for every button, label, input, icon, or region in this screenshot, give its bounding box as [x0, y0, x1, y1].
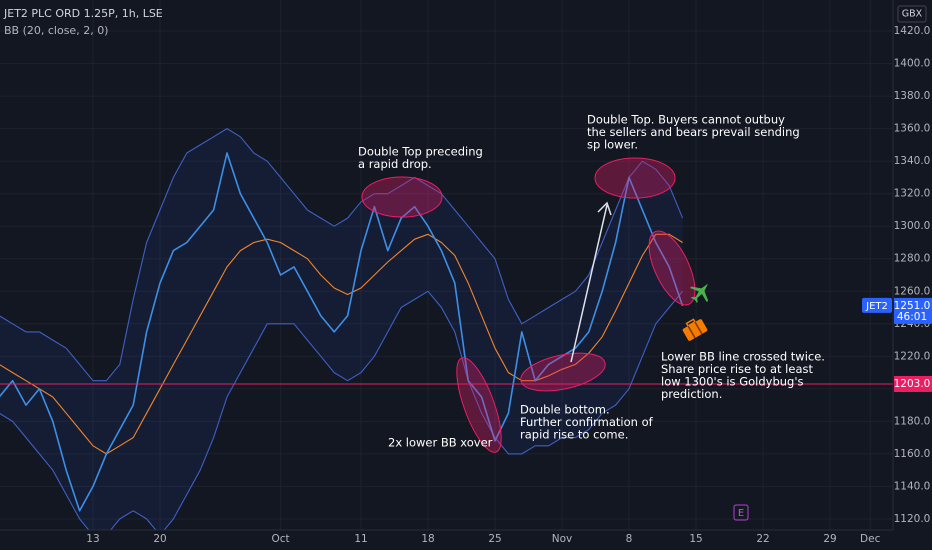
y-tick-label: 1220.0: [894, 350, 931, 362]
highlight-ellipse: [594, 157, 676, 199]
event-marker: E: [738, 508, 744, 519]
y-tick-label: 1300.0: [894, 220, 931, 232]
level-tag-label: 1203.0: [894, 378, 931, 390]
x-tick-label: Dec: [860, 533, 881, 545]
level-tag: [894, 375, 932, 392]
x-tick-label: 8: [626, 533, 633, 545]
annotation-text: a rapid drop.: [358, 157, 432, 171]
y-tick-label: 1380.0: [894, 90, 931, 102]
annotation-text: low 1300's is Goldybug's: [661, 375, 804, 389]
annotation-text: Lower BB line crossed twice.: [661, 350, 825, 364]
x-tick-label: 11: [354, 533, 367, 545]
highlight-ellipse: [648, 230, 696, 306]
x-tick-label: 25: [488, 533, 501, 545]
highlight-ellipse: [456, 357, 502, 453]
currency-label: GBX: [902, 9, 923, 20]
y-axis-panel: [893, 0, 932, 550]
annotation-text: rapid rise to come.: [520, 428, 628, 442]
y-tick-label: 1260.0: [894, 285, 931, 297]
price-tag-label: 1251.0: [894, 300, 931, 312]
annotation-text: Double bottom.: [520, 403, 610, 417]
y-tick-label: 1140.0: [894, 480, 931, 492]
band-fill: [0, 128, 683, 536]
chart-title: JET2 PLC ORD 1.25P, 1h, LSE: [3, 7, 163, 20]
price-line: [0, 152, 684, 512]
y-tick-label: 1280.0: [894, 253, 931, 265]
annotation-text: Double Top. Buyers cannot outbuy: [587, 113, 785, 127]
band-line: [0, 290, 684, 536]
countdown-label: 46:01: [897, 311, 927, 323]
annotation-text: 2x lower BB xover: [388, 436, 493, 450]
x-tick-label: 29: [823, 533, 836, 545]
indicator-label: BB (20, close, 2, 0): [4, 24, 108, 37]
annotation-text: the sellers and bears prevail sending: [587, 125, 800, 139]
x-tick-label: 15: [689, 533, 702, 545]
symbol-tag: [862, 297, 892, 313]
annotation-text: sp lower.: [587, 138, 638, 152]
highlight-ellipse: [361, 176, 443, 218]
currency-badge: [897, 5, 927, 23]
arrow-head: [597, 201, 612, 216]
y-tick-label: 1360.0: [894, 123, 931, 135]
y-tick-label: 1400.0: [894, 58, 931, 70]
axes: 1120.01140.01160.01180.01200.01220.01240…: [86, 25, 932, 545]
grid: [0, 0, 893, 530]
x-tick-label: 13: [86, 533, 99, 545]
band-line: [0, 128, 684, 382]
drawings: [361, 157, 709, 453]
x-tick-label: 22: [756, 533, 769, 545]
y-tick-label: 1180.0: [894, 415, 931, 427]
x-tick-label: Nov: [552, 533, 573, 545]
annotation-text: Double Top preceding: [358, 145, 483, 159]
x-tick-label: 18: [421, 533, 434, 545]
event-marker-box: [733, 504, 749, 521]
plane-icon: [690, 283, 709, 303]
y-tick-label: 1420.0: [894, 25, 931, 37]
y-tick-label: 1320.0: [894, 188, 931, 200]
highlight-ellipse: [520, 352, 606, 392]
x-tick-label: Oct: [272, 533, 290, 545]
x-tick-label: 20: [153, 533, 166, 545]
price-tag: [894, 297, 932, 324]
symbol-tag-label: JET2: [865, 301, 888, 312]
x-axis-panel: [0, 530, 932, 550]
y-tick-label: 1120.0: [894, 513, 931, 525]
annotation-text: Further confirmation of: [520, 415, 654, 429]
basis-line: [0, 233, 683, 455]
annotation-text: prediction.: [661, 387, 722, 401]
luggage-icon: [682, 318, 708, 341]
arrow-line: [570, 204, 608, 363]
plot: E: [0, 128, 893, 536]
annotation-text: Share price rise to at least: [661, 362, 813, 376]
y-tick-label: 1340.0: [894, 155, 931, 167]
y-tick-label: 1160.0: [894, 448, 931, 460]
